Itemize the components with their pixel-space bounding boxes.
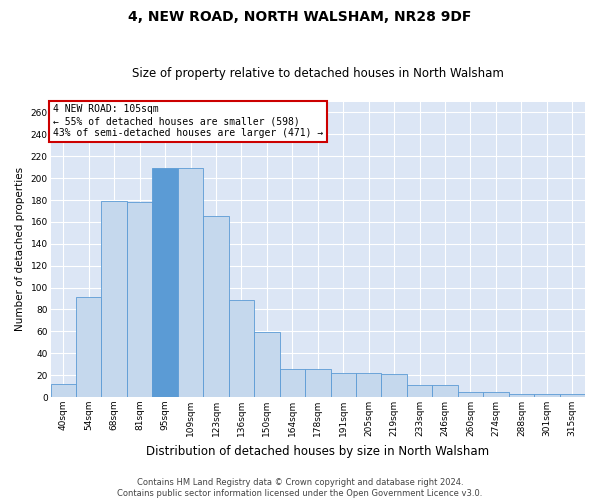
- Bar: [152, 168, 178, 397]
- Bar: [101, 201, 127, 397]
- Bar: [178, 168, 203, 397]
- Bar: [76, 298, 101, 397]
- Bar: [203, 216, 229, 397]
- Bar: [127, 202, 152, 397]
- Bar: [50, 384, 76, 397]
- Text: Contains HM Land Registry data © Crown copyright and database right 2024.
Contai: Contains HM Land Registry data © Crown c…: [118, 478, 482, 498]
- Bar: [305, 368, 331, 397]
- Title: Size of property relative to detached houses in North Walsham: Size of property relative to detached ho…: [132, 66, 504, 80]
- Bar: [331, 373, 356, 397]
- Bar: [458, 392, 483, 397]
- Bar: [356, 373, 382, 397]
- Bar: [483, 392, 509, 397]
- Bar: [509, 394, 534, 397]
- Bar: [254, 332, 280, 397]
- X-axis label: Distribution of detached houses by size in North Walsham: Distribution of detached houses by size …: [146, 444, 490, 458]
- Bar: [229, 300, 254, 397]
- Text: 4, NEW ROAD, NORTH WALSHAM, NR28 9DF: 4, NEW ROAD, NORTH WALSHAM, NR28 9DF: [128, 10, 472, 24]
- Bar: [560, 394, 585, 397]
- Text: 4 NEW ROAD: 105sqm
← 55% of detached houses are smaller (598)
43% of semi-detach: 4 NEW ROAD: 105sqm ← 55% of detached hou…: [53, 104, 323, 138]
- Bar: [534, 394, 560, 397]
- Bar: [433, 385, 458, 397]
- Bar: [280, 368, 305, 397]
- Y-axis label: Number of detached properties: Number of detached properties: [15, 167, 25, 332]
- Bar: [407, 385, 433, 397]
- Bar: [382, 374, 407, 397]
